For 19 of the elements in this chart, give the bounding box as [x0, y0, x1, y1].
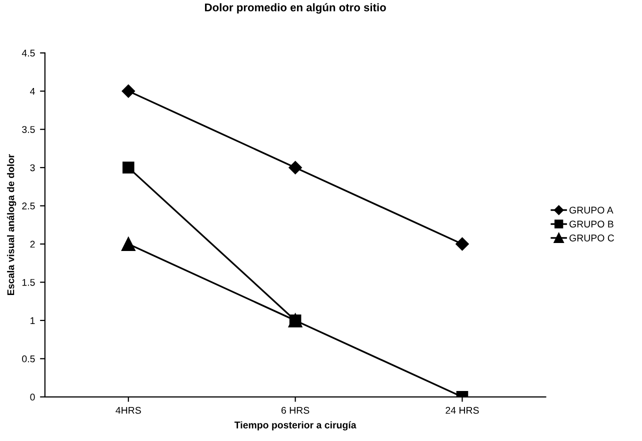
y-tick-label: 3.5 [22, 126, 35, 133]
y-tick-label: 0.5 [22, 355, 35, 362]
y-tick-label: 0 [30, 394, 35, 401]
x-tick-label: 4HRS [116, 406, 141, 414]
legend-label: GRUPO B [570, 220, 614, 228]
y-tick-label: 4.5 [22, 50, 35, 57]
x-axis-title: Tiempo posterior a cirugía [234, 421, 356, 430]
y-axis-title: Escala visual análoga de dolor [6, 154, 16, 296]
x-tick-label: 24 HRS [446, 406, 479, 414]
legend-label: GRUPO C [570, 234, 614, 242]
y-tick-label: 4 [30, 88, 35, 95]
y-tick-label: 2.5 [22, 202, 35, 210]
legend-label: GRUPO A [570, 206, 614, 214]
x-tick-label: 6 HRS [281, 406, 310, 414]
y-tick-label: 1.5 [22, 279, 35, 286]
chart-title: Dolor promedio en algún otro sitio [205, 3, 386, 14]
y-tick-label: 1 [30, 317, 35, 324]
y-tick-label: 2 [30, 240, 35, 248]
y-tick-label: 3 [30, 164, 35, 172]
